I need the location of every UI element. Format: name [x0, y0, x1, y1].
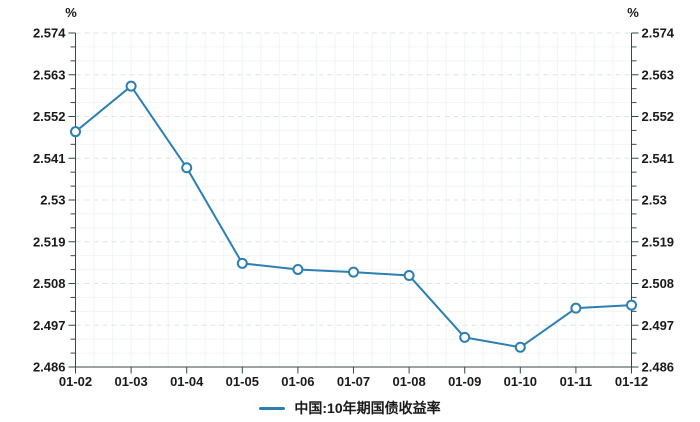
y-tick-label-right: 2.552 [642, 109, 675, 124]
x-tick-label: 01-02 [59, 374, 92, 389]
data-point-marker[interactable] [292, 263, 304, 275]
x-tick-label: 01-12 [615, 374, 648, 389]
x-tick-label: 01-05 [226, 374, 259, 389]
plot-area: 2.574 2.574 2.563 2.563 2.552 2.552 2.541 2.541… [33, 26, 675, 390]
x-tick-label: 01-06 [281, 374, 314, 389]
y-tick-label-left: 2.541 [33, 151, 66, 166]
y-tick-label-left: 2.552 [33, 109, 66, 124]
data-point-marker[interactable] [626, 299, 637, 311]
data-point-marker[interactable] [514, 341, 526, 353]
y-tick-label-right: 2.541 [642, 151, 675, 166]
x-tick-label: 01-08 [392, 374, 425, 389]
y-tick-label-right: 2.519 [642, 234, 675, 249]
x-tick-label: 01-09 [448, 374, 481, 389]
x-tick-label: 01-11 [560, 374, 593, 389]
y-tick-label-left: 2.497 [33, 318, 66, 333]
x-tick-label: 01-04 [170, 374, 204, 389]
y-tick-label-right: 2.574 [642, 26, 675, 41]
legend[interactable]: 中国:10年期国债收益率 [0, 397, 700, 419]
legend-label: 中国:10年期国债收益率 [294, 400, 441, 416]
y-axis-unit-left: % [65, 5, 77, 20]
y-tick-label-left: 2.574 [33, 26, 66, 41]
y-tick-label-right: 2.53 [642, 193, 667, 208]
y-tick-label-left: 2.508 [33, 276, 66, 291]
data-point-marker[interactable] [181, 162, 193, 174]
y-tick-label-left: 2.563 [33, 67, 66, 82]
x-tick-label: 01-07 [337, 374, 370, 389]
data-point-marker[interactable] [236, 257, 248, 269]
data-point-marker[interactable] [125, 80, 137, 92]
y-tick-label-right: 2.497 [642, 318, 675, 333]
data-point-marker[interactable] [348, 266, 359, 278]
y-tick-label-left: 2.486 [33, 360, 66, 375]
y-tick-label-right: 2.563 [642, 67, 675, 82]
y-tick-label-right: 2.508 [642, 276, 675, 291]
data-point-marker[interactable] [403, 270, 415, 282]
y-axis-unit-right: % [627, 5, 639, 20]
data-point-marker[interactable] [570, 302, 582, 314]
legend-line-swatch [259, 406, 286, 410]
data-point-marker[interactable] [459, 331, 471, 343]
y-tick-label-left: 2.53 [40, 193, 65, 208]
y-tick-label-left: 2.519 [33, 234, 66, 249]
x-tick-label: 01-03 [114, 374, 147, 389]
data-point-marker[interactable] [70, 126, 81, 138]
x-tick-label: 01-10 [504, 374, 537, 389]
y-tick-label-right: 2.486 [642, 360, 675, 375]
